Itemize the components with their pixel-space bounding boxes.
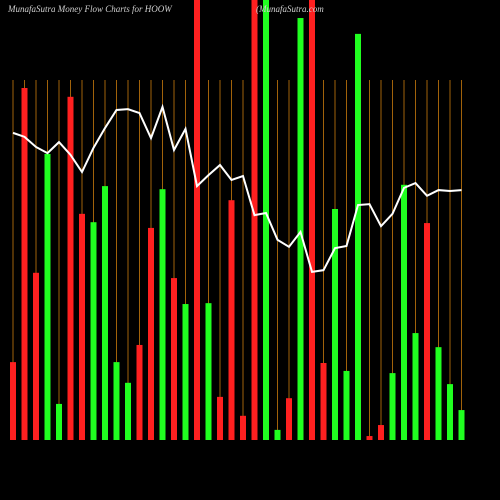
- bars: [10, 0, 465, 441]
- bar: [355, 33, 361, 440]
- bar: [33, 272, 39, 440]
- bar: [263, 0, 269, 440]
- bar: [159, 189, 166, 440]
- lines: [12, 103, 462, 274]
- bar: [56, 403, 62, 440]
- bar: [366, 436, 373, 440]
- bar: [401, 184, 407, 440]
- chart-title: MunafaSutra Money Flow Charts for HOOW: [7, 4, 173, 14]
- bar: [125, 382, 131, 440]
- bar: [148, 227, 154, 440]
- bar: [44, 154, 51, 440]
- bar: [412, 333, 419, 440]
- bar: [309, 0, 315, 440]
- bar: [10, 362, 16, 440]
- bar: [194, 0, 200, 440]
- bar: [102, 186, 108, 440]
- bar: [424, 223, 430, 440]
- bar: [113, 362, 120, 440]
- bar: [458, 410, 465, 440]
- bar: [79, 213, 85, 440]
- bar: [286, 398, 292, 440]
- bar: [251, 0, 258, 440]
- bar: [343, 370, 350, 440]
- bar: [182, 304, 189, 440]
- line: [12, 103, 462, 274]
- bar: [378, 425, 384, 440]
- bar: [217, 396, 223, 440]
- chart-subtitle: (MunafaSutra.com: [256, 4, 324, 14]
- bar: [389, 373, 396, 440]
- bar: [240, 415, 246, 440]
- bar: [171, 278, 177, 440]
- bar: [435, 347, 442, 440]
- bar: [274, 429, 281, 440]
- bar: [320, 363, 327, 440]
- bar: [297, 18, 304, 440]
- bar: [228, 200, 235, 440]
- bar: [447, 384, 453, 440]
- bar: [332, 209, 338, 440]
- bar: [205, 303, 212, 440]
- bar: [90, 222, 97, 440]
- bar: [21, 88, 28, 440]
- bar: [136, 344, 143, 440]
- bar: [67, 96, 74, 441]
